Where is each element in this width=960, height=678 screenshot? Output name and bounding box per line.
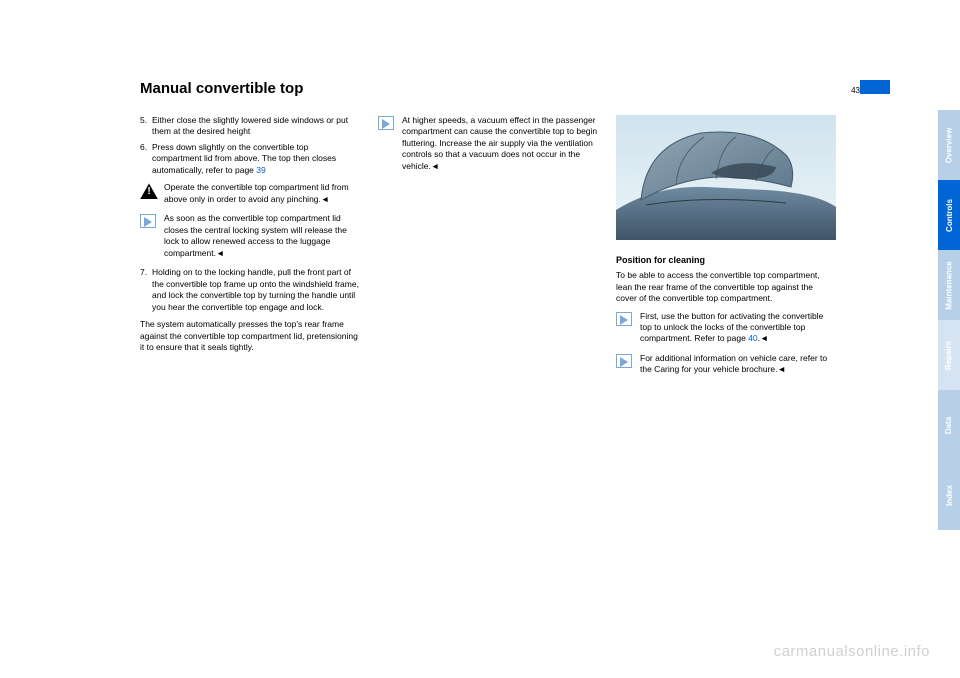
step-text-body: Press down slightly on the convertible t… — [152, 142, 336, 175]
note-text: First, use the button for activating the… — [640, 311, 836, 345]
step-6: 6. Press down slightly on the convertibl… — [140, 142, 360, 176]
note-callout: As soon as the convertible top compartme… — [140, 213, 360, 259]
side-tabs: Overview Controls Maintenance Repairs Data In… — [938, 110, 960, 530]
note-icon — [378, 116, 398, 134]
note-icon — [616, 354, 636, 372]
end-mark: ◄ — [778, 364, 786, 374]
warning-callout: Operate the convertible top compartment … — [140, 182, 360, 205]
step-number: 7. — [140, 267, 152, 313]
side-tab-data[interactable]: Data — [938, 390, 960, 460]
step-text: Either close the slightly lowered side w… — [152, 115, 360, 138]
side-tab-label: Index — [945, 485, 954, 506]
warning-icon — [140, 183, 160, 201]
column-3: MA303M50MA Position for cleaning To be a… — [616, 115, 836, 384]
note-text: As soon as the convertible top compartme… — [164, 213, 360, 259]
note-icon — [616, 312, 636, 330]
side-tab-label: Maintenance — [945, 261, 954, 309]
side-tab-controls[interactable]: Controls — [938, 180, 960, 250]
end-mark: ◄ — [431, 161, 439, 171]
page-content: Manual convertible top 43 5. Either clos… — [140, 80, 860, 620]
step-list-b: 7. Holding on to the locking handle, pul… — [140, 267, 360, 313]
note-body: For additional information on vehicle ca… — [640, 353, 827, 374]
page-ref-link[interactable]: 40 — [748, 333, 757, 343]
page-ref-link[interactable]: 39 — [256, 165, 265, 175]
page-title: Manual convertible top — [140, 80, 303, 97]
column-1: 5. Either close the slightly lowered sid… — [140, 115, 360, 384]
watermark: carmanualsonline.info — [774, 643, 930, 660]
side-tab-label: Data — [945, 416, 954, 433]
step-list-a: 5. Either close the slightly lowered sid… — [140, 115, 360, 176]
note-callout: For additional information on vehicle ca… — [616, 353, 836, 376]
figure-convertible-top: MA303M50MA — [616, 115, 836, 240]
side-tab-index[interactable]: Index — [938, 460, 960, 530]
side-tab-repairs[interactable]: Repairs — [938, 320, 960, 390]
subheading: Position for cleaning — [616, 254, 836, 266]
side-tab-maintenance[interactable]: Maintenance — [938, 250, 960, 320]
paragraph: The system automatically presses the top… — [140, 319, 360, 353]
figure-svg — [616, 115, 836, 240]
paragraph: To be able to access the convertible top… — [616, 270, 836, 304]
side-tab-overview[interactable]: Overview — [938, 110, 960, 180]
note-callout: First, use the button for activating the… — [616, 311, 836, 345]
step-text: Holding on to the locking handle, pull t… — [152, 267, 360, 313]
end-mark: ◄ — [321, 194, 329, 204]
current-section-marker — [860, 80, 890, 94]
note-icon — [140, 214, 160, 232]
warning-text: Operate the convertible top compartment … — [164, 182, 360, 205]
step-text: Press down slightly on the convertible t… — [152, 142, 360, 176]
column-2: At higher speeds, a vacuum effect in the… — [378, 115, 598, 384]
note-body: As soon as the convertible top compartme… — [164, 213, 347, 257]
side-tab-label: Repairs — [945, 340, 954, 369]
end-mark: ◄ — [760, 333, 768, 343]
step-7: 7. Holding on to the locking handle, pul… — [140, 267, 360, 313]
page-number: 43 — [851, 86, 860, 95]
note-text: At higher speeds, a vacuum effect in the… — [402, 115, 598, 172]
column-wrap: 5. Either close the slightly lowered sid… — [140, 115, 860, 384]
side-tab-label: Controls — [945, 199, 954, 232]
step-number: 5. — [140, 115, 152, 138]
side-tab-label: Overview — [945, 127, 954, 163]
step-number: 6. — [140, 142, 152, 176]
end-mark: ◄ — [216, 248, 224, 258]
step-5: 5. Either close the slightly lowered sid… — [140, 115, 360, 138]
header-row: Manual convertible top 43 — [140, 80, 860, 97]
figure-id: MA303M50MA — [616, 205, 618, 238]
note-callout: At higher speeds, a vacuum effect in the… — [378, 115, 598, 172]
note-text: For additional information on vehicle ca… — [640, 353, 836, 376]
note-body-a: First, use the button for activating the… — [640, 311, 823, 344]
